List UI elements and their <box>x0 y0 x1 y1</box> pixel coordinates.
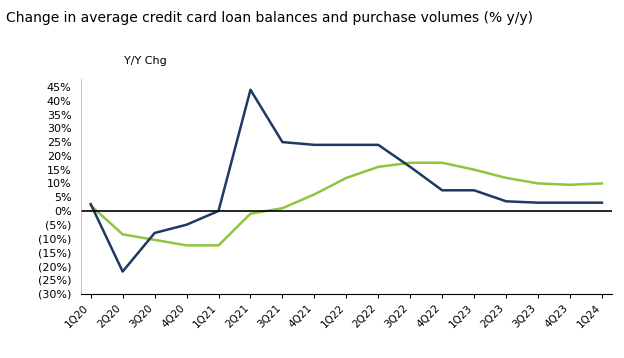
Average Loan Growth <box>566 183 573 187</box>
Average Loan Growth <box>119 232 127 237</box>
Average Loan Growth <box>502 176 510 180</box>
Average Loan Growth <box>374 165 382 169</box>
Average Loan Growth <box>598 181 606 185</box>
Average Purchase Volume Growth <box>119 269 127 274</box>
Average Loan Growth <box>406 161 414 165</box>
Average Purchase Volume Growth <box>598 200 606 205</box>
Average Purchase Volume Growth <box>374 143 382 147</box>
Average Loan Growth <box>215 243 222 247</box>
Average Purchase Volume Growth <box>502 199 510 203</box>
Average Loan Growth <box>534 181 542 185</box>
Average Purchase Volume Growth <box>566 200 573 205</box>
Average Loan Growth <box>151 238 158 242</box>
Average Loan Growth <box>279 206 286 211</box>
Average Purchase Volume Growth <box>87 202 94 206</box>
Average Purchase Volume Growth <box>215 209 222 213</box>
Average Loan Growth <box>246 212 254 216</box>
Average Purchase Volume Growth <box>151 231 158 235</box>
Average Purchase Volume Growth <box>279 140 286 144</box>
Text: Change in average credit card loan balances and purchase volumes (% y/y): Change in average credit card loan balan… <box>6 11 534 25</box>
Average Loan Growth <box>343 176 350 180</box>
Average Purchase Volume Growth <box>534 200 542 205</box>
Average Loan Growth <box>183 243 190 247</box>
Line: Average Purchase Volume Growth: Average Purchase Volume Growth <box>90 90 602 271</box>
Line: Average Loan Growth: Average Loan Growth <box>90 163 602 245</box>
Text: Y/Y Chg: Y/Y Chg <box>124 56 167 66</box>
Average Purchase Volume Growth <box>439 188 446 193</box>
Average Loan Growth <box>439 161 446 165</box>
Average Purchase Volume Growth <box>311 143 318 147</box>
Average Loan Growth <box>87 203 94 208</box>
Average Loan Growth <box>311 192 318 197</box>
Average Purchase Volume Growth <box>406 165 414 169</box>
Average Loan Growth <box>470 168 478 172</box>
Average Purchase Volume Growth <box>470 188 478 193</box>
Average Purchase Volume Growth <box>183 223 190 227</box>
Average Purchase Volume Growth <box>246 88 254 92</box>
Average Purchase Volume Growth <box>343 143 350 147</box>
